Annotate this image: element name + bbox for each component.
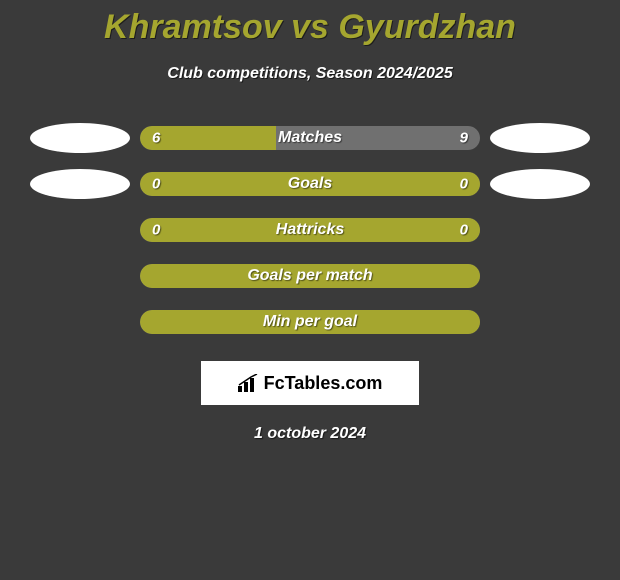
stat-bar: Goals per match	[140, 264, 480, 288]
comparison-row: 0 0 Hattricks	[0, 207, 620, 253]
player-right-ellipse	[490, 123, 590, 153]
stat-bar: 6 9 Matches	[140, 126, 480, 150]
stat-label: Matches	[278, 129, 342, 147]
stat-label: Min per goal	[263, 313, 357, 331]
stat-value-right: 9	[460, 130, 468, 147]
comparison-row: Min per goal	[0, 299, 620, 345]
date-line: 1 october 2024	[0, 425, 620, 443]
stat-label: Goals per match	[247, 267, 372, 285]
comparison-rows: 6 9 Matches 0 0 Goals 0 0 Hattricks Goals per mat…	[0, 115, 620, 345]
stat-value-left: 6	[152, 130, 160, 147]
player-left-ellipse	[30, 123, 130, 153]
stat-label: Hattricks	[276, 221, 344, 239]
comparison-row: 6 9 Matches	[0, 115, 620, 161]
logo-text: FcTables.com	[264, 373, 383, 394]
subtitle: Club competitions, Season 2024/2025	[0, 65, 620, 83]
logo-box: FcTables.com	[201, 361, 419, 405]
site-logo: FcTables.com	[238, 373, 383, 394]
comparison-row: Goals per match	[0, 253, 620, 299]
stat-value-right: 0	[460, 222, 468, 239]
stat-value-left: 0	[152, 222, 160, 239]
player-left-ellipse	[30, 169, 130, 199]
player-right-ellipse	[490, 169, 590, 199]
stat-bar: 0 0 Hattricks	[140, 218, 480, 242]
page-title: Khramtsov vs Gyurdzhan	[0, 0, 620, 47]
stat-value-right: 0	[460, 176, 468, 193]
stat-label: Goals	[288, 175, 332, 193]
chart-icon	[238, 374, 260, 392]
bar-fill-left	[140, 126, 276, 150]
stat-value-left: 0	[152, 176, 160, 193]
stat-bar: Min per goal	[140, 310, 480, 334]
comparison-row: 0 0 Goals	[0, 161, 620, 207]
stat-bar: 0 0 Goals	[140, 172, 480, 196]
